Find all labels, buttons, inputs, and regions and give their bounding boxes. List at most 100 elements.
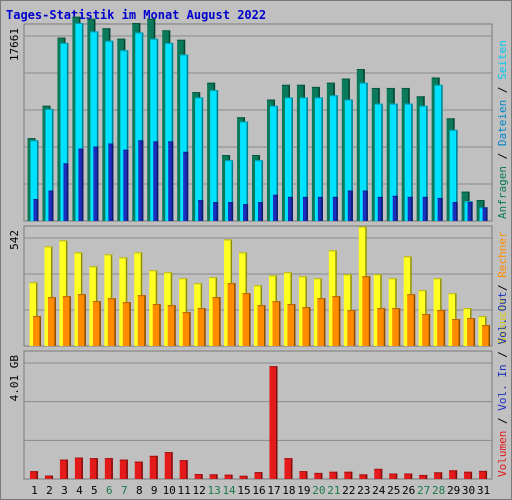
bar-dateien-day-27-face [419, 105, 428, 221]
bar-volumen-day-8 [134, 461, 143, 479]
chart-title: Tages-Statistik im Monat August 2022 [6, 8, 266, 22]
bar-rechner-day-18-edge [293, 304, 296, 346]
bar-seiten-day-30-face [467, 202, 473, 221]
panel-bottom: 4.01 GB Volumen / Vol. In / Vol. Out [8, 292, 509, 480]
bar-rechner-day-7-top [122, 302, 131, 304]
series-dateien [30, 23, 488, 222]
bar-rechner-day-14-top [227, 283, 236, 285]
bar-dateien-day-21-face [329, 95, 338, 221]
bar-rechner-day-4-edge [84, 294, 86, 346]
bar-dateien-day-8-top [135, 32, 144, 34]
x-tick-label: 27 [417, 484, 430, 497]
bar-dateien-day-19-face [299, 97, 308, 221]
bar-seiten-day-1-top [33, 199, 39, 201]
bar-seiten-day-24-face [377, 196, 383, 221]
bar-volumen-day-30-face [464, 471, 473, 479]
bar-volumen-day-25-top [389, 473, 398, 475]
bar-volumen-day-14-top [224, 474, 233, 476]
bar-volumen-day-11 [179, 460, 188, 479]
bar-dateien-day-10-face [165, 42, 174, 222]
legend-entry: / [496, 146, 509, 166]
bar-rechner-day-31-face [482, 325, 491, 346]
bar-seiten-day-18 [287, 196, 293, 221]
bar-dateien-day-1-face [30, 140, 39, 221]
bar-rechner-day-20-face [317, 298, 326, 346]
bar-volumen-day-19 [299, 471, 308, 479]
bar-seiten-day-2-face [48, 190, 54, 221]
bar-besuche-day-12-top [194, 283, 203, 285]
bar-besuche-day-27-top [418, 290, 427, 292]
bar-seiten-day-3 [63, 163, 69, 221]
bar-volumen-day-18-face [284, 458, 293, 479]
bar-dateien-day-25-top [389, 103, 398, 105]
bar-seiten-day-13-edge [216, 202, 219, 221]
bar-volumen-day-27-face [419, 474, 428, 479]
bar-seiten-day-10-top [168, 141, 174, 143]
bar-rechner-day-29 [452, 319, 461, 346]
bar-volumen-day-19-edge [305, 471, 308, 479]
bar-volumen-day-10-top [164, 452, 173, 454]
bar-dateien-day-22-edge [351, 99, 353, 221]
bar-rechner-day-27-face [422, 314, 431, 346]
bar-volumen-day-13-face [209, 474, 218, 479]
bar-dateien-day-25-face [389, 103, 398, 221]
bar-seiten-day-21-edge [336, 196, 338, 221]
bar-anfragen-day-18-top [281, 84, 290, 86]
bar-seiten-day-22-top [347, 190, 353, 192]
bar-volumen-day-26-face [404, 473, 413, 479]
bar-volumen-day-13 [209, 474, 218, 479]
bar-seiten-day-6-edge [111, 143, 114, 221]
bar-dateien-day-11 [180, 54, 189, 221]
bar-seiten-day-18-edge [291, 196, 293, 221]
bar-volumen-day-27-edge [425, 474, 428, 479]
bar-dateien-day-5 [90, 31, 99, 222]
bar-rechner-day-28-edge [443, 310, 446, 346]
bar-volumen-day-6-edge [111, 458, 113, 479]
bar-volumen-day-9-edge [156, 455, 158, 479]
bar-dateien-day-10 [165, 42, 174, 222]
bar-rechner-day-5-top [92, 301, 101, 303]
bar-volumen-day-28-face [434, 472, 443, 479]
bar-anfragen-day-26-top [401, 87, 410, 89]
bar-dateien-day-10-edge [171, 42, 174, 222]
bar-rechner-day-26-top [407, 294, 416, 296]
bar-volumen-day-15 [239, 475, 248, 479]
bar-anfragen-day-29-top [446, 118, 455, 120]
bar-besuche-day-17-top [268, 275, 277, 277]
bar-besuche-day-14-top [224, 239, 233, 241]
bar-rechner-day-23-top [362, 276, 371, 278]
bar-seiten-day-4-top [78, 148, 84, 150]
bar-rechner-day-23-edge [368, 276, 371, 346]
bar-rechner-day-21 [332, 296, 341, 346]
bar-seiten-day-14-edge [231, 202, 234, 221]
bar-dateien-day-23-edge [366, 82, 368, 221]
bar-rechner-day-22-face [347, 310, 356, 346]
bar-seiten-day-14-top [228, 202, 234, 204]
bar-dateien-day-29-top [449, 129, 458, 131]
bar-seiten-day-12 [198, 200, 204, 221]
bar-anfragen-day-20-top [311, 86, 320, 88]
bar-seiten-day-11 [183, 151, 189, 221]
bar-seiten-day-3-top [63, 163, 69, 165]
bar-volumen-day-9-face [149, 455, 158, 479]
legend-entry: / [496, 345, 509, 365]
bar-rechner-day-1-edge [39, 316, 41, 346]
bar-volumen-day-11-face [179, 460, 188, 479]
bar-volumen-day-6 [104, 458, 113, 479]
x-tick-label: 11 [178, 484, 191, 497]
bar-dateien-day-4-face [75, 23, 84, 221]
bar-rechner-day-31 [482, 325, 491, 346]
bar-volumen-day-9 [149, 455, 158, 479]
bar-dateien-day-22-top [344, 99, 353, 101]
bar-rechner-day-29-face [452, 319, 461, 346]
bar-anfragen-day-3-top [57, 37, 66, 39]
x-tick-label: 31 [477, 484, 490, 497]
bar-rechner-day-11-top [182, 312, 191, 314]
legend-entry: Volumen [496, 431, 509, 477]
bar-seiten-day-8-edge [141, 140, 144, 221]
bar-dateien-day-2-top [45, 108, 54, 110]
bar-seiten-day-28-face [437, 197, 443, 221]
bar-seiten-day-22-edge [351, 190, 353, 221]
bar-volumen-day-21-edge [335, 471, 338, 479]
bar-seiten-day-7-face [123, 149, 129, 221]
